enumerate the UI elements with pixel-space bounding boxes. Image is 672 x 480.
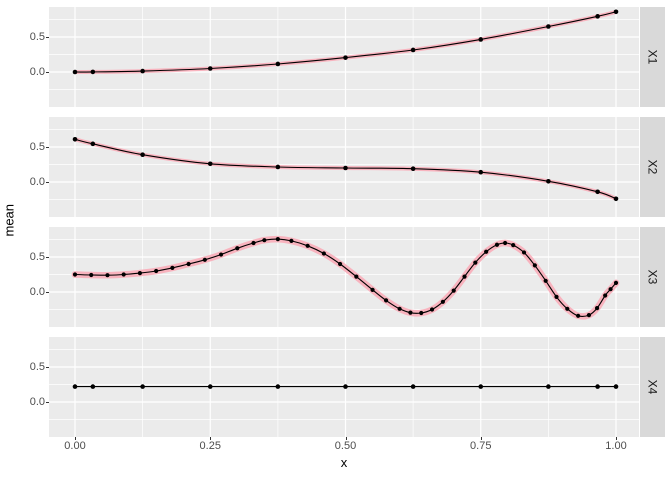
x-tick-mark (345, 437, 347, 440)
facet-panel-X3 (49, 227, 639, 327)
y-tick-mark (46, 257, 49, 258)
panel-plot-svg-X2 (49, 117, 639, 217)
y-tick-mark (46, 182, 49, 183)
facet-strip-label: X4 (645, 379, 660, 395)
x-tick-label-0.00: 0.00 (64, 440, 86, 452)
y-tick-mark (46, 72, 49, 73)
x-tick-mark (210, 437, 212, 440)
facet-panel-X1 (49, 7, 639, 107)
data-points (72, 384, 619, 389)
facet-strip-X4: X4 (640, 337, 665, 437)
x-tick-label-0.50: 0.50 (334, 440, 357, 452)
y-tick-label-X2-0.0: 0.0 (29, 176, 45, 188)
y-tick-mark (46, 292, 49, 293)
data-points (72, 237, 619, 318)
y-tick-mark (46, 402, 49, 403)
facet-panel-X2 (49, 117, 639, 217)
data-points (72, 137, 619, 202)
y-tick-mark (46, 37, 49, 38)
x-tick-label-0.75: 0.75 (470, 440, 492, 452)
y-tick-label-X4-0.5: 0.5 (29, 361, 45, 373)
facet-strip-X3: X3 (640, 227, 665, 327)
facet-strip-label: X2 (645, 159, 660, 175)
panel-plot-svg-X1 (49, 7, 639, 107)
y-tick-mark (46, 367, 49, 368)
y-axis-title: mean (1, 203, 17, 237)
data-points (72, 9, 619, 75)
y-tick-mark (46, 147, 49, 148)
facet-strip-X2: X2 (640, 117, 665, 217)
panel-plot-svg-X3 (49, 227, 639, 327)
x-axis-title: x (340, 455, 348, 470)
y-tick-label-X2-0.5: 0.5 (29, 141, 45, 153)
y-tick-label-X1-0.0: 0.0 (29, 66, 45, 78)
x-tick-mark (75, 437, 76, 440)
x-tick-mark (480, 437, 482, 440)
facet-strip-label: X3 (645, 269, 660, 285)
x-tick-mark (616, 437, 617, 440)
x-tick-label-1.00: 1.00 (605, 440, 627, 452)
x-tick-label-0.25: 0.25 (199, 440, 221, 452)
y-tick-label-X3-0.0: 0.0 (29, 286, 45, 298)
y-tick-label-X4-0.0: 0.0 (29, 396, 45, 408)
facet-panel-X4 (49, 337, 639, 437)
y-tick-label-X1-0.5: 0.5 (29, 31, 45, 43)
facet-strip-label: X1 (645, 49, 660, 65)
facet-strip-X1: X1 (640, 7, 665, 107)
y-tick-label-X3-0.5: 0.5 (29, 251, 45, 263)
panel-plot-svg-X4 (49, 337, 639, 437)
